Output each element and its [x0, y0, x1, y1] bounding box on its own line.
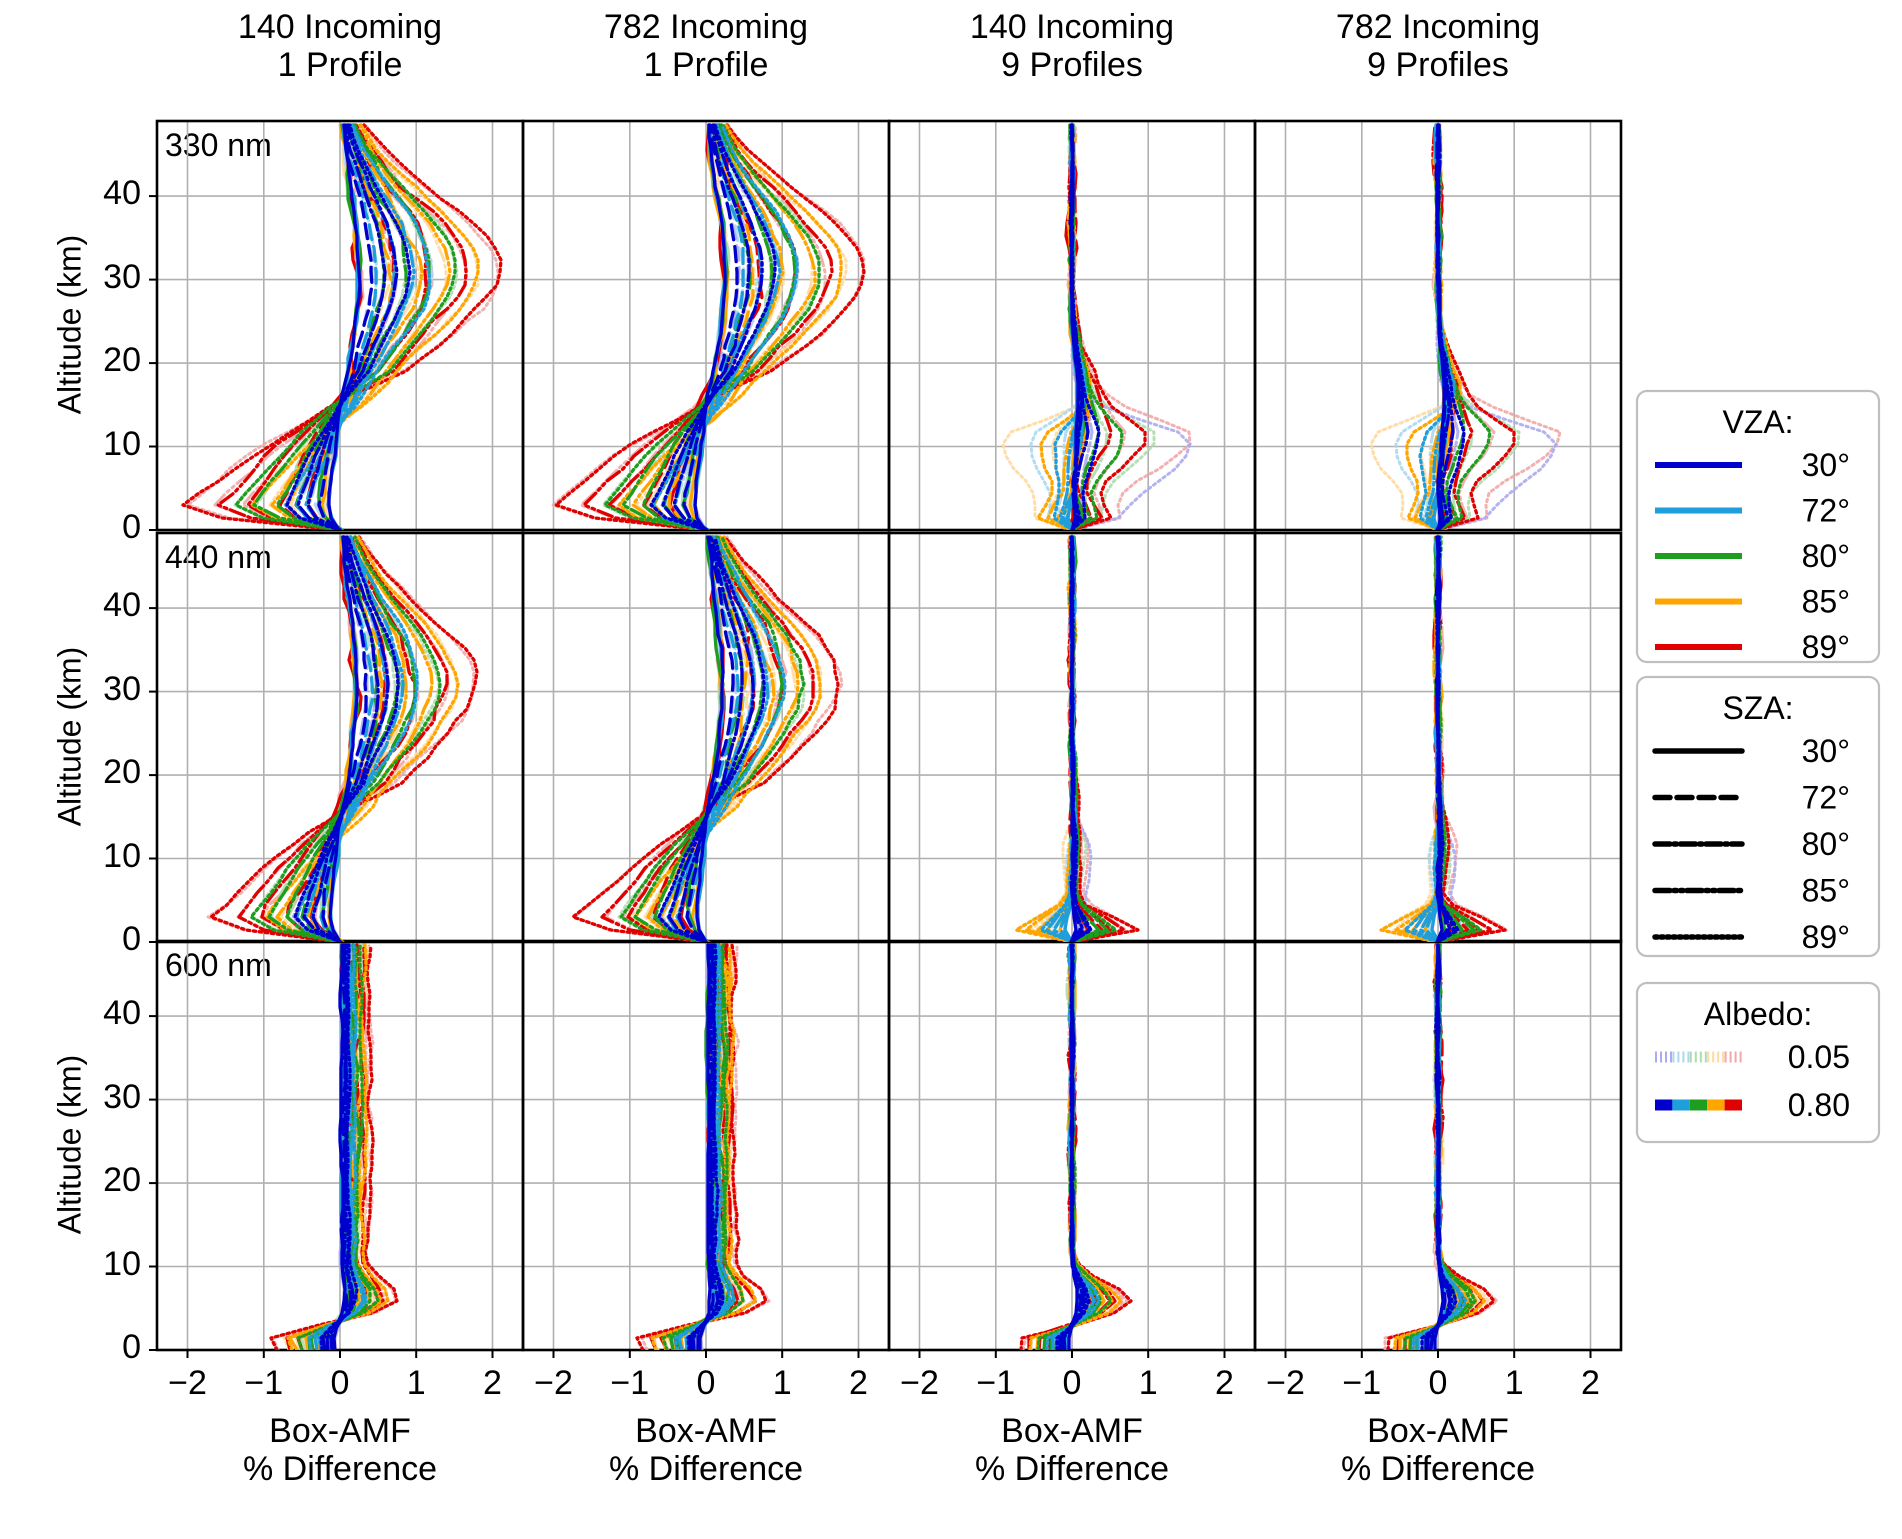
svg-text:0.80: 0.80	[1788, 1087, 1850, 1123]
svg-text:VZA:: VZA:	[1722, 404, 1793, 440]
svg-text:72°: 72°	[1802, 493, 1850, 529]
svg-text:85°: 85°	[1802, 584, 1850, 620]
svg-text:Albedo:: Albedo:	[1704, 996, 1813, 1032]
svg-text:80°: 80°	[1802, 538, 1850, 574]
svg-text:89°: 89°	[1802, 919, 1850, 955]
svg-text:SZA:: SZA:	[1722, 690, 1793, 726]
svg-text:85°: 85°	[1802, 873, 1850, 909]
svg-text:30°: 30°	[1802, 733, 1850, 769]
svg-text:30°: 30°	[1802, 447, 1850, 483]
svg-text:0.05: 0.05	[1788, 1039, 1850, 1075]
svg-text:89°: 89°	[1802, 629, 1850, 665]
svg-text:72°: 72°	[1802, 780, 1850, 816]
svg-text:80°: 80°	[1802, 826, 1850, 862]
